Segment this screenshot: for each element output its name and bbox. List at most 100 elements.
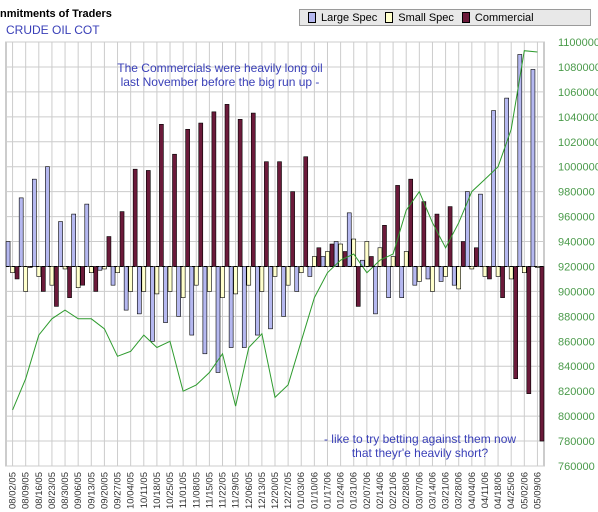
x-tick-label: 01/03/06 [296, 472, 307, 509]
bar-small-spec [351, 238, 357, 267]
x-tick-label: 05/09/06 [532, 472, 543, 509]
bar-small-spec [180, 266, 186, 298]
axes: 760000 780000 800000 820000 840000 860000 8800… [6, 37, 598, 509]
bar-large-spec [386, 266, 391, 298]
annotation-commercials-long: The Commercials were heavily long oil la… [117, 61, 323, 89]
x-tick-label: 02/14/06 [375, 472, 386, 509]
bar-commercial [434, 213, 440, 267]
bar-small-spec [246, 266, 252, 286]
bar-large-spec [465, 191, 470, 267]
x-tick-label: 11/08/05 [191, 472, 202, 508]
price-line-path [12, 50, 538, 411]
x-tick-label: 01/24/06 [336, 472, 347, 509]
legend-label: Large Spec [321, 11, 378, 24]
x-tick-label: 11/15/05 [204, 472, 215, 508]
x-tick-label: 12/13/05 [257, 472, 268, 509]
y-tick-label: 780000 [558, 436, 595, 448]
bar-commercial [159, 124, 164, 267]
y-tick-label: 1080000 [558, 62, 598, 74]
bar-commercial [474, 247, 479, 267]
x-tick-label: 09/20/05 [99, 472, 110, 509]
legend-swatch-commercial [461, 12, 470, 23]
bar-commercial [41, 266, 46, 292]
bar-small-spec [220, 266, 225, 298]
bar-commercial [513, 266, 518, 380]
x-tick-label: 09/06/05 [73, 472, 84, 509]
bar-large-spec [215, 266, 221, 373]
bar-large-spec [202, 266, 208, 355]
x-tick-label: 08/30/05 [60, 472, 71, 509]
x-tick-label: 04/04/06 [467, 472, 478, 509]
bar-small-spec [23, 266, 28, 292]
x-tick-label: 09/13/05 [86, 472, 97, 509]
x-tick-label: 04/18/06 [493, 472, 504, 509]
bar-commercial [119, 211, 125, 267]
bar-commercial [277, 161, 282, 267]
bar-large-spec [268, 266, 273, 330]
y-tick-label: 1020000 [558, 137, 598, 149]
bar-large-spec [451, 266, 457, 286]
bar-small-spec [154, 266, 160, 295]
bar-large-spec [123, 266, 129, 311]
x-tick-label: 02/28/06 [401, 472, 412, 509]
bar-small-spec [495, 266, 501, 277]
bar-large-spec [478, 193, 483, 267]
bar-large-spec [517, 54, 523, 267]
y-tick-label: 1000000 [558, 162, 598, 174]
bar-commercial [211, 111, 217, 267]
bar-small-spec [469, 266, 475, 270]
bar-large-spec [71, 213, 76, 267]
bar-large-spec [228, 266, 234, 348]
bar-large-spec [255, 266, 260, 336]
y-tick-label: 960000 [558, 212, 595, 224]
bar-commercial [224, 104, 230, 267]
bar-small-spec [298, 266, 304, 274]
bar-large-spec [5, 241, 11, 267]
bar-commercial [408, 178, 414, 267]
x-tick-label: 01/10/06 [309, 472, 320, 509]
bar-commercial [329, 243, 335, 267]
bar-large-spec [176, 266, 181, 317]
x-tick-label: 04/25/06 [506, 472, 517, 509]
bar-large-spec [412, 266, 418, 286]
bar-large-spec [425, 266, 431, 280]
chart-subtitle: CRUDE OIL COT [6, 23, 100, 37]
x-tick-label: 10/11/05 [139, 472, 150, 508]
bar-small-spec [403, 251, 409, 267]
bar-small-spec [75, 266, 81, 288]
legend-label: Small Spec [398, 11, 454, 24]
bar-commercial [80, 266, 85, 286]
x-tick-label: 03/28/06 [454, 472, 465, 509]
x-tick-label: 08/09/05 [21, 472, 32, 509]
x-tick-label: 04/11/06 [480, 472, 491, 508]
y-tick-label: 980000 [558, 187, 595, 199]
y-tick-label: 860000 [558, 336, 595, 348]
bar-commercial [237, 119, 243, 267]
x-tick-label: 12/06/05 [244, 472, 255, 509]
bar-commercial [67, 266, 72, 298]
y-tick-label: 920000 [558, 261, 595, 273]
x-tick-label: 03/21/06 [441, 472, 452, 509]
bar-large-spec [504, 97, 509, 267]
bar-small-spec [62, 266, 68, 270]
bar-commercial [132, 168, 138, 267]
bar-small-spec [456, 266, 462, 290]
y-tick-label: 1060000 [558, 87, 598, 99]
bar-small-spec [364, 241, 370, 267]
bar-commercial [526, 266, 532, 394]
bar-large-spec [491, 110, 496, 267]
bar-commercial [172, 153, 177, 267]
bar-commercial [185, 128, 190, 267]
bar-commercial [250, 112, 256, 267]
chart-title: nmitments of Traders [0, 8, 112, 20]
bar-small-spec [10, 266, 15, 274]
bar-small-spec [259, 266, 265, 292]
bar-commercial [264, 161, 269, 267]
bar-small-spec [430, 266, 435, 292]
legend-swatch-small-spec [385, 12, 394, 23]
x-tick-label: 11/01/05 [178, 472, 189, 508]
bar-large-spec [399, 266, 405, 298]
bar-small-spec [272, 266, 278, 277]
legend-item-commercial: Commercial [461, 12, 534, 24]
